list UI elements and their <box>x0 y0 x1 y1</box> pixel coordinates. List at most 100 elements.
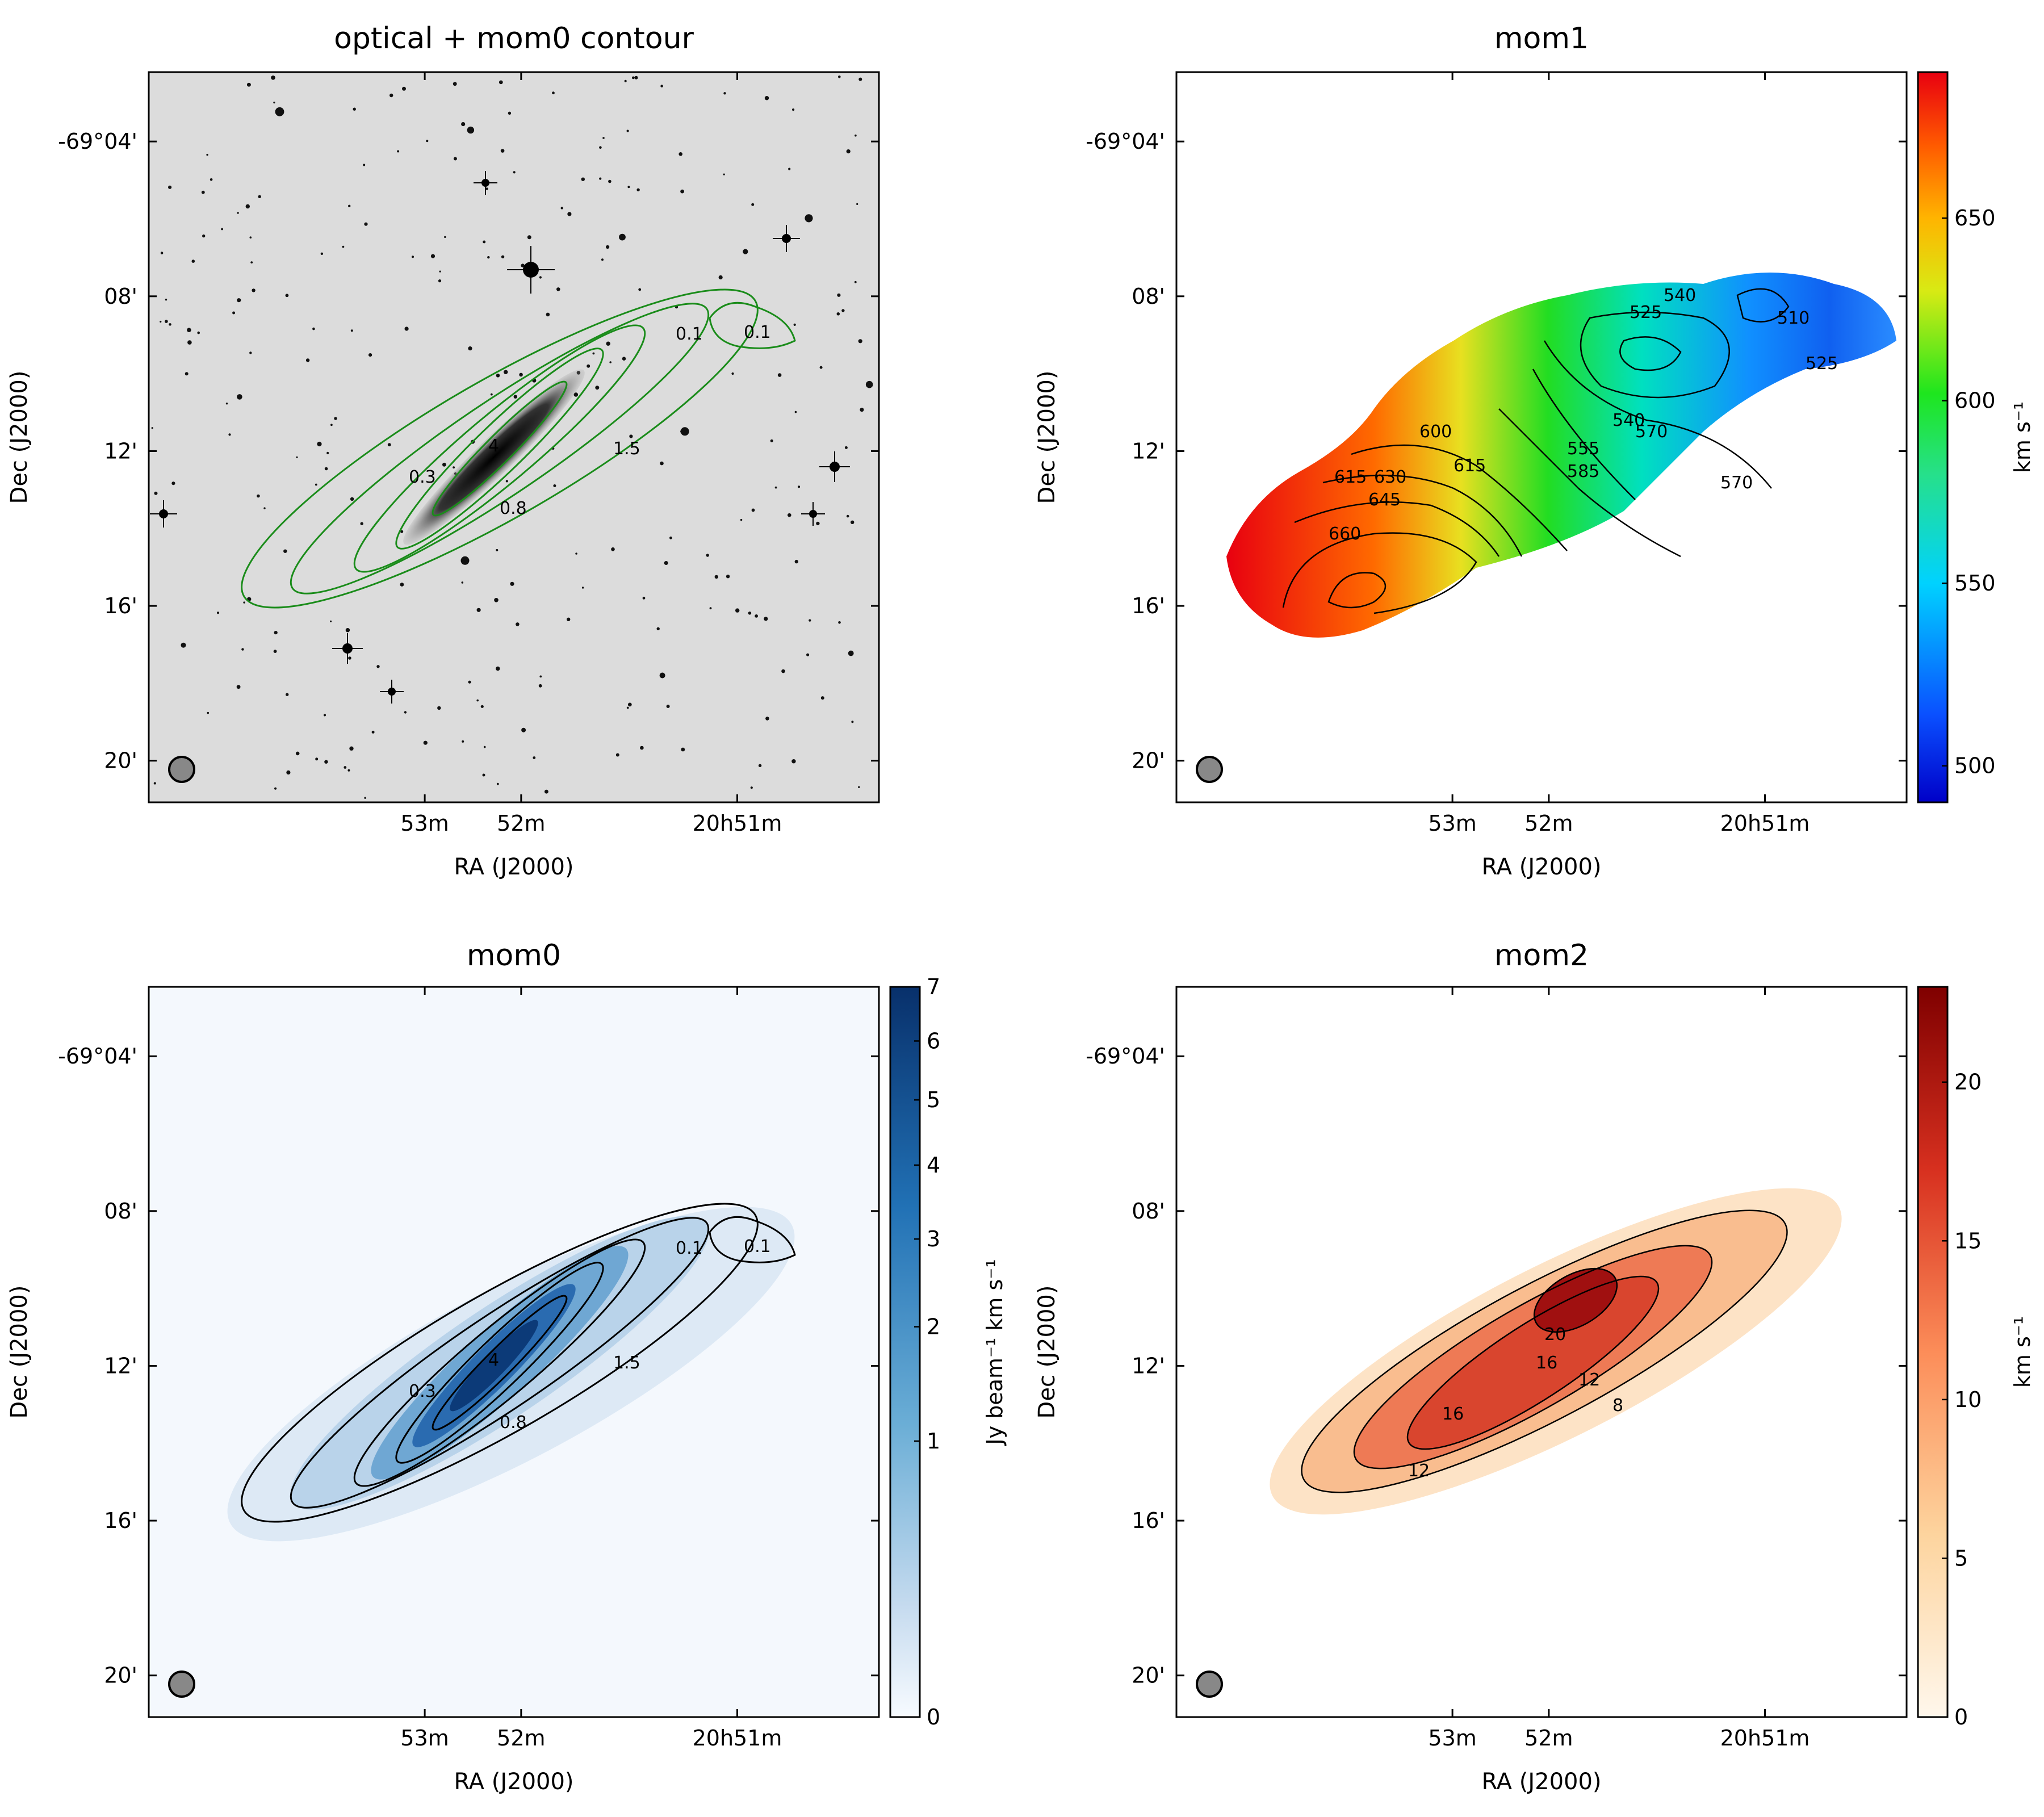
star <box>468 346 472 351</box>
star <box>241 648 244 651</box>
beam-marker <box>168 756 195 783</box>
star <box>513 395 517 399</box>
star <box>286 693 289 696</box>
x-tick-label: 20h51m <box>1720 811 1810 836</box>
y-axis-label: Dec (J2000) <box>1034 1286 1060 1419</box>
colorbar-tick-label: 650 <box>1954 206 1996 231</box>
star <box>521 727 526 732</box>
star <box>347 769 350 772</box>
star <box>660 85 663 87</box>
star <box>286 770 291 774</box>
star <box>453 157 457 161</box>
star <box>806 653 810 656</box>
star <box>539 675 542 678</box>
y-tick-label: 20' <box>104 748 137 773</box>
star <box>622 357 626 361</box>
x-tick-label: 53m <box>1428 811 1476 836</box>
intensity-contours <box>241 1203 796 1523</box>
star <box>788 168 791 170</box>
star <box>245 204 250 209</box>
star <box>781 669 785 673</box>
star <box>295 751 300 756</box>
star <box>237 394 242 400</box>
star <box>575 552 577 555</box>
star <box>485 187 488 190</box>
star <box>371 730 375 734</box>
star <box>602 137 605 139</box>
star <box>731 372 734 375</box>
star <box>330 620 332 622</box>
star <box>544 789 548 794</box>
star <box>606 341 610 346</box>
star <box>740 518 743 521</box>
x-tick-label: 20h51m <box>693 1726 782 1751</box>
star <box>324 760 328 764</box>
star <box>856 203 858 205</box>
star <box>748 612 752 615</box>
star <box>793 323 796 326</box>
star <box>581 587 584 589</box>
star <box>723 173 725 175</box>
star <box>389 93 393 98</box>
star <box>494 598 499 602</box>
y-tick-label: -69°04' <box>1086 1044 1165 1069</box>
star <box>632 76 635 79</box>
y-tick-label: 16' <box>104 593 137 618</box>
y-tick-label: 20' <box>1132 748 1165 773</box>
star <box>232 311 236 315</box>
star <box>305 358 310 362</box>
star <box>848 650 854 656</box>
y-tick-label: 12' <box>104 1353 137 1378</box>
contour-label: 630 <box>1374 467 1406 487</box>
colorbar-tick-label: 1 <box>927 1429 940 1454</box>
contour-label: 0.8 <box>500 499 527 518</box>
star <box>154 491 158 495</box>
contour-label: 615 <box>1454 456 1486 476</box>
star <box>636 188 640 191</box>
star <box>794 411 797 413</box>
star <box>487 256 490 259</box>
star <box>678 152 682 156</box>
star <box>587 364 590 368</box>
colorbar-gradient <box>889 986 921 1718</box>
contour-label: 525 <box>1630 303 1662 323</box>
star <box>508 111 512 115</box>
star <box>169 323 171 326</box>
star <box>349 746 354 751</box>
y-tick-label: 20' <box>1132 1663 1165 1688</box>
y-tick-label: 16' <box>1132 593 1165 618</box>
star <box>442 462 446 467</box>
y-tick-label: 16' <box>1132 1508 1165 1533</box>
star <box>640 746 644 750</box>
star <box>751 508 755 512</box>
star <box>330 424 333 426</box>
star <box>467 126 475 134</box>
star <box>423 740 428 745</box>
contour-label: 525 <box>1806 354 1838 374</box>
contour-label: 0.1 <box>676 1238 703 1258</box>
star <box>844 446 848 449</box>
star <box>865 380 873 388</box>
x-tick-label: 53m <box>1428 1726 1476 1751</box>
contour-label: 585 <box>1567 462 1599 482</box>
x-tick-label: 52m <box>497 1726 545 1751</box>
star <box>320 252 324 255</box>
star <box>404 711 407 714</box>
star <box>323 714 326 717</box>
star <box>595 386 600 390</box>
colorbar-tick-label: 5 <box>927 1087 940 1112</box>
star <box>664 561 668 565</box>
star <box>168 185 172 189</box>
y-tick-label: 08' <box>1132 1199 1165 1224</box>
star <box>611 547 615 551</box>
star <box>317 441 322 447</box>
star <box>348 656 351 660</box>
star <box>669 536 672 539</box>
colorbar-tick-label: 0 <box>1954 1705 1968 1730</box>
star <box>271 76 275 80</box>
star <box>151 427 153 429</box>
star <box>499 80 503 85</box>
axes: 53m 52m 20h51m -69°04' 08' 12' 16' 20' RA (J2000… <box>1034 72 1907 880</box>
star <box>387 443 391 447</box>
